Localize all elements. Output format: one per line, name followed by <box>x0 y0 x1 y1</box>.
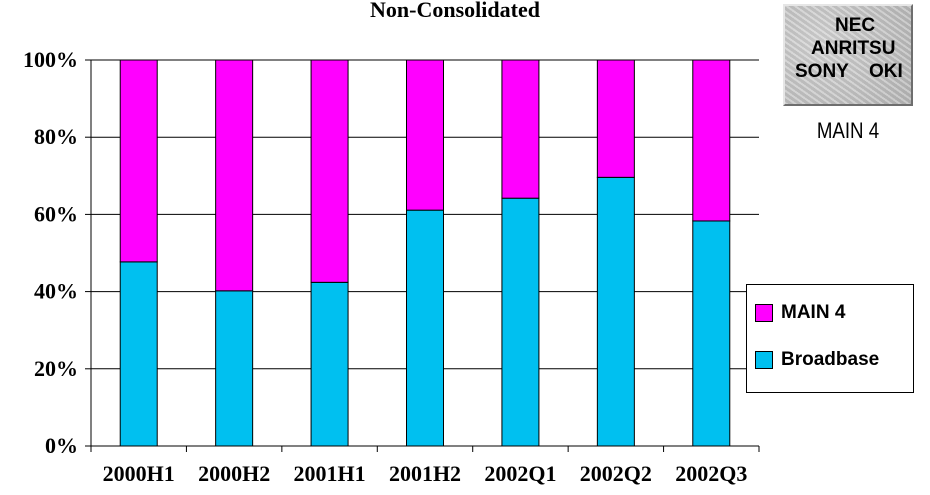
bar-main-4 <box>596 59 635 178</box>
y-tick-label: 0% <box>45 433 78 458</box>
bar-broadbase <box>119 261 158 447</box>
bar-main-4 <box>310 59 349 283</box>
legend-swatch-main4 <box>755 304 773 322</box>
y-tick-label: 80% <box>34 124 78 149</box>
legend-item-broadbase: Broadbase <box>755 348 879 372</box>
bar-broadbase <box>596 176 635 447</box>
bar-main-4 <box>501 59 540 199</box>
legend-label-broadbase: Broadbase <box>781 349 880 370</box>
x-tick-label: 2001H1 <box>294 461 366 486</box>
label-layer: 0% 20% 40% 60% 80% 100% 2000H1 2000H2 2001H1 2001… <box>23 47 747 486</box>
x-tick-label: 2002Q2 <box>580 461 652 486</box>
badge-line-sony: SONY <box>795 61 849 82</box>
legend: MAIN 4 Broadbase <box>746 284 914 393</box>
axis-layer <box>85 59 760 452</box>
legend-swatch-broadbase <box>755 351 773 369</box>
bar-broadbase <box>215 290 254 447</box>
bar-main-4 <box>215 59 254 292</box>
y-tick-label: 40% <box>34 279 78 304</box>
x-tick-label: 2000H1 <box>103 461 175 486</box>
y-tick-label: 100% <box>23 47 78 72</box>
legend-item-main4: MAIN 4 <box>755 301 845 325</box>
bar-main-4 <box>119 59 158 263</box>
bar-broadbase <box>501 197 540 447</box>
bar-broadbase <box>310 281 349 447</box>
bar-broadbase <box>692 220 731 447</box>
badge-line-nec: NEC <box>835 15 876 36</box>
y-tick-label: 20% <box>34 356 78 381</box>
legend-label-main4: MAIN 4 <box>781 302 846 323</box>
badge-line-anritsu: ANRITSU <box>811 38 896 59</box>
bar-main-4 <box>406 59 444 211</box>
badge-caption: MAIN 4 <box>816 118 880 143</box>
x-tick-label: 2002Q3 <box>675 461 747 486</box>
badge-line-oki: OKI <box>869 61 903 82</box>
bar-broadbase <box>406 209 444 447</box>
company-badge: NEC ANRITSU SONY OKI <box>783 4 913 106</box>
x-tick-label: 2000H2 <box>198 461 270 486</box>
y-tick-label: 60% <box>34 201 78 226</box>
x-tick-label: 2002Q1 <box>484 461 556 486</box>
bars-layer <box>119 59 731 447</box>
chart-title: Non-Consolidated <box>370 0 540 22</box>
bar-main-4 <box>692 59 731 222</box>
x-tick-label: 2001H2 <box>389 461 461 486</box>
